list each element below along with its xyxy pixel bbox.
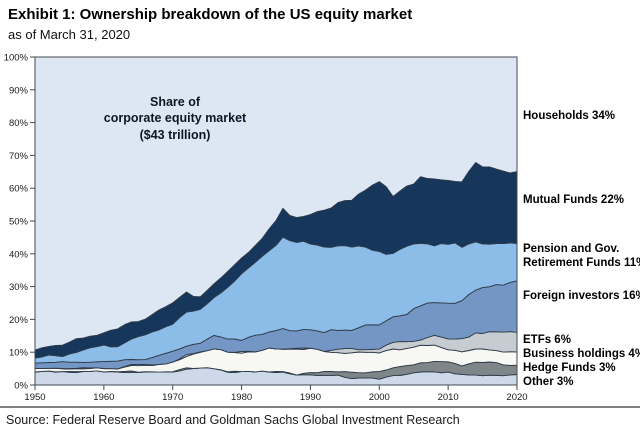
series-label-households: Households 34% [523, 110, 616, 122]
y-tick-label: 70% [9, 151, 29, 162]
x-tick-label: 1980 [231, 392, 252, 403]
x-tick-label: 2020 [506, 392, 527, 403]
y-tick-label: 20% [9, 315, 29, 326]
y-tick-label: 0% [14, 381, 28, 392]
y-tick-label: 30% [9, 282, 29, 293]
annotation-line-3: ($43 trillion) [139, 127, 211, 142]
y-tick-label: 10% [9, 348, 29, 359]
chart-annotation: Share of corporate equity market ($43 tr… [68, 94, 282, 143]
series-label-hedge-funds: Hedge Funds 3% [523, 362, 616, 374]
page-subtitle: as of March 31, 2020 [8, 27, 131, 42]
y-tick-label: 80% [9, 118, 29, 129]
source-divider [0, 406, 640, 408]
series-label-mutual-funds: Mutual Funds 22% [523, 194, 624, 206]
x-tick-label: 1960 [93, 392, 114, 403]
x-tick-label: 1970 [162, 392, 183, 403]
x-tick-label: 2000 [369, 392, 390, 403]
annotation-line-1: Share of [149, 95, 200, 109]
x-tick-label: 2010 [438, 392, 459, 403]
x-tick-label: 1990 [300, 392, 321, 403]
annotation-line-2: corporate equity market [103, 111, 247, 126]
y-tick-label: 40% [9, 249, 29, 260]
y-tick-label: 100% [4, 53, 29, 64]
series-label-business-holdings: Business holdings 4% [523, 348, 640, 360]
page-title: Exhibit 1: Ownership breakdown of the US… [8, 6, 413, 23]
y-tick-label: 50% [9, 217, 29, 228]
y-tick-label: 60% [9, 184, 29, 195]
source-note: Source: Federal Reserve Board and Goldma… [6, 413, 460, 427]
series-label-etfs: ETFs 6% [523, 334, 571, 346]
y-tick-label: 90% [9, 85, 29, 96]
series-label-other: Other 3% [523, 376, 574, 388]
x-tick-label: 1950 [24, 392, 45, 403]
series-label-pension-gov-retirement: Pension and Gov. Retirement Funds 11% [523, 243, 640, 269]
series-label-foreign-investors: Foreign investors 16% [523, 290, 640, 302]
